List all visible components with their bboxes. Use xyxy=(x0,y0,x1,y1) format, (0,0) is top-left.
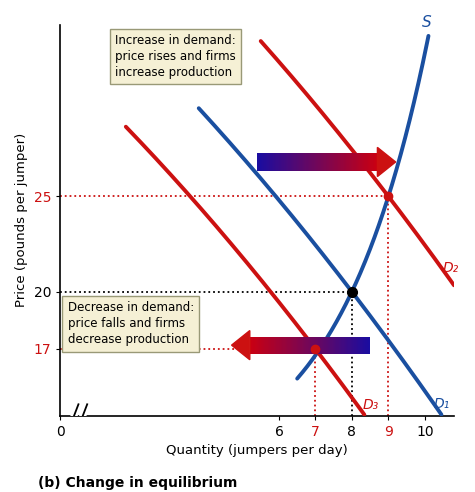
Text: D₁: D₁ xyxy=(434,398,450,411)
Text: Increase in demand:
price rises and firms
increase production: Increase in demand: price rises and firm… xyxy=(115,34,236,79)
Text: D₂: D₂ xyxy=(443,261,459,275)
Polygon shape xyxy=(232,331,250,360)
Text: Decrease in demand:
price falls and firms
decrease production: Decrease in demand: price falls and firm… xyxy=(67,301,194,346)
Text: (b) Change in equilibrium: (b) Change in equilibrium xyxy=(38,476,238,490)
X-axis label: Quantity (jumpers per day): Quantity (jumpers per day) xyxy=(166,444,348,458)
Text: D₃: D₃ xyxy=(363,398,379,412)
Y-axis label: Price (pounds per jumper): Price (pounds per jumper) xyxy=(15,133,28,308)
Text: S: S xyxy=(422,15,431,30)
Polygon shape xyxy=(378,148,396,177)
